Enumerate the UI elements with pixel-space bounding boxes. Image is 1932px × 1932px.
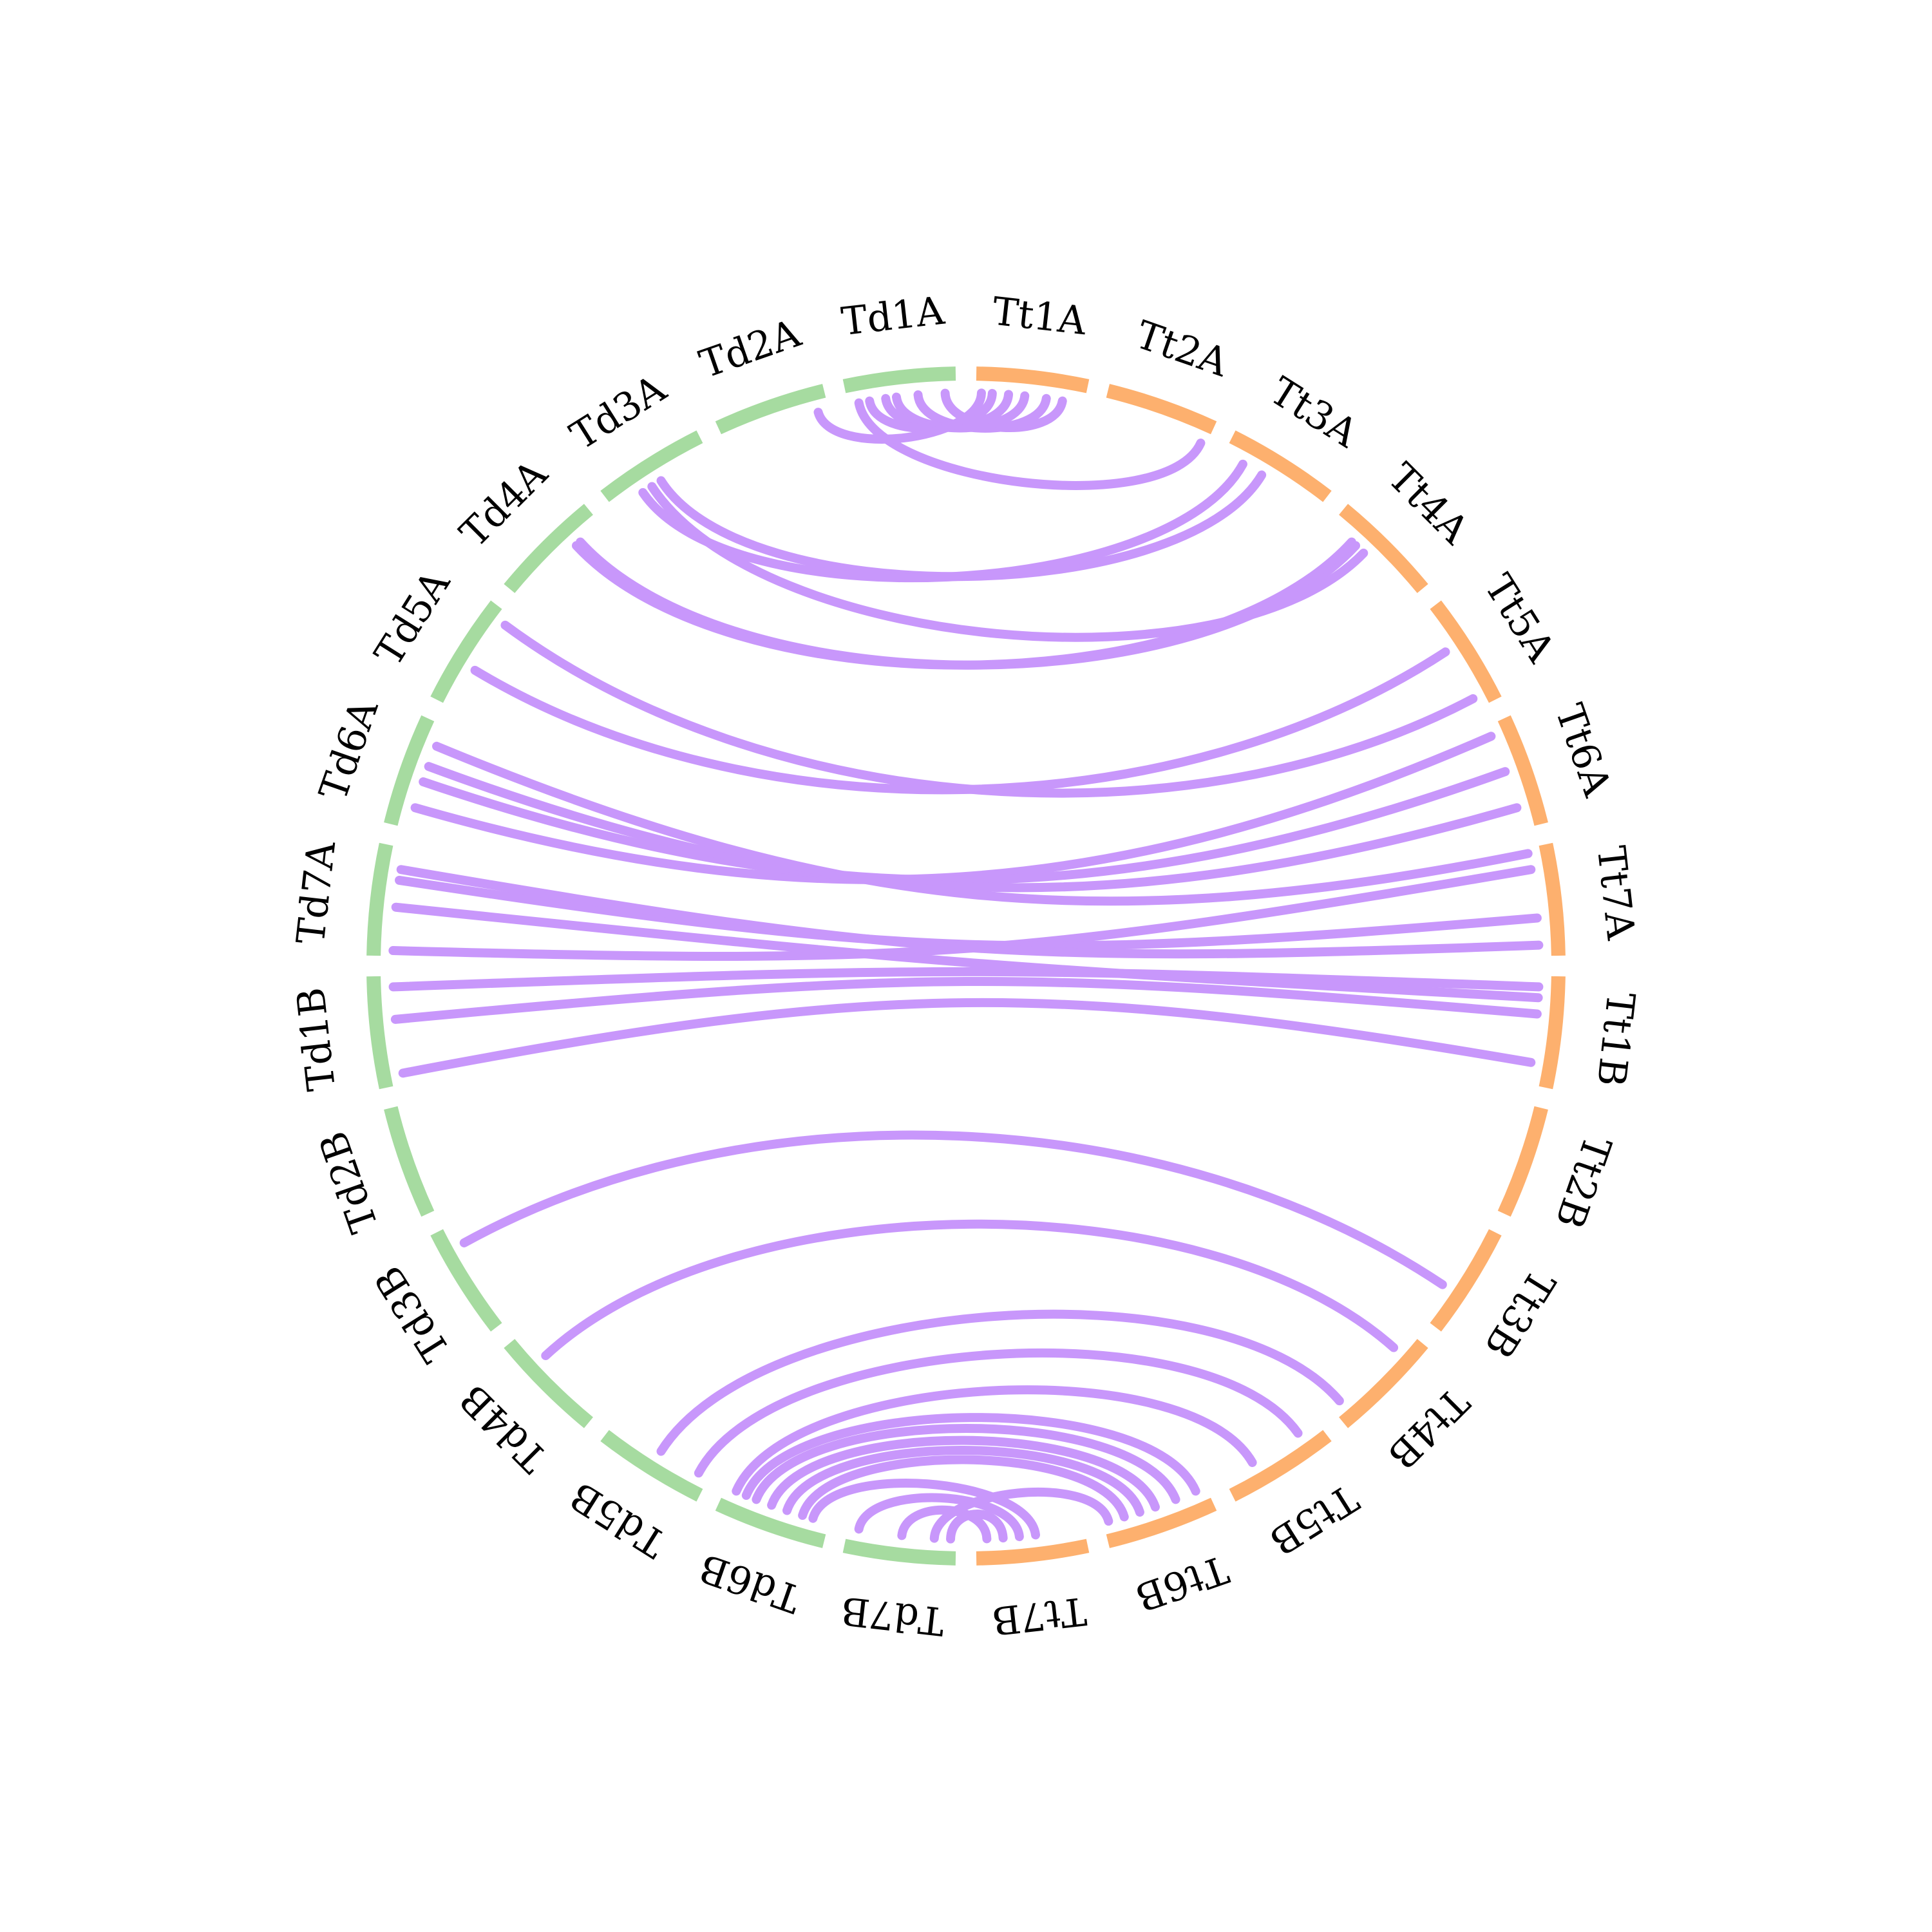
segment-arc-td2b: [384, 1106, 435, 1217]
segment-arc-tt7a: [1539, 842, 1566, 956]
link-td6b-tt7b: [808, 1479, 1041, 1540]
link-td6b-tt6b: [782, 1445, 1144, 1517]
link-td4b-tt4b: [541, 1219, 1399, 1361]
segment-arc-tt6a: [1497, 715, 1548, 826]
segment-arc-tt4a: [1339, 504, 1428, 593]
segment-label-tt3b: Tt3B: [1475, 1262, 1564, 1365]
segment-label-td1b: Td1B: [289, 985, 345, 1094]
link-td1b-tt1b: [398, 998, 1536, 1078]
link-td7a-tt7a: [396, 865, 1544, 959]
link-td3b-tt3b: [459, 1130, 1447, 1289]
link-td6a-tt6a: [424, 762, 1522, 893]
segment-label-tt6a: Tt6A: [1546, 698, 1620, 802]
link-td6b-tt6b: [767, 1435, 1160, 1512]
segment-label-td3b: Td3B: [366, 1258, 459, 1369]
segment-label-tt4a: Tt4A: [1379, 455, 1477, 553]
link-td6b-tt6b: [741, 1413, 1200, 1500]
segment-arc-td3a: [600, 430, 703, 502]
link-td6b-tt6b: [798, 1455, 1129, 1522]
link-td5b-tt5b: [694, 1348, 1303, 1478]
segment-arc-td3b: [430, 1229, 502, 1332]
link-td7a-tt1b: [391, 902, 1543, 1003]
segment-label-td5b: Td5B: [562, 1473, 674, 1566]
link-td7b-tt7b: [854, 1493, 1024, 1542]
segment-label-td4b: Td4B: [451, 1376, 556, 1481]
segment-arc-td7a: [366, 842, 393, 956]
segment-label-tt2a: Tt2A: [1130, 312, 1234, 386]
link-td7b-tt7b: [897, 1505, 992, 1544]
segment-arc-tt2a: [1106, 384, 1217, 435]
segment-label-tt7a: Tt7A: [1588, 844, 1643, 942]
segment-arc-tt3a: [1229, 430, 1332, 502]
links-layer: [388, 388, 1544, 1544]
segment-label-tt1a: Tt1A: [990, 289, 1088, 344]
segment-arc-tt5b: [1229, 1430, 1332, 1502]
segment-arc-td4a: [504, 504, 593, 593]
segment-arc-td7b: [842, 1539, 956, 1566]
segment-label-tt5a: Tt5A: [1475, 567, 1564, 670]
segment-arc-td5a: [430, 600, 502, 703]
segment-arc-td2a: [715, 384, 826, 435]
link-td5b-tt4b: [656, 1309, 1344, 1456]
link-td6a-tt6a: [419, 767, 1510, 885]
link-td7b-tt6b: [929, 1487, 1113, 1543]
segment-arc-tt6b: [1106, 1497, 1217, 1548]
segment-label-tt4b: Tt4B: [1379, 1379, 1477, 1477]
segment-label-td2a: Td2A: [694, 310, 807, 387]
segment-label-td1a: Td1A: [839, 289, 947, 345]
segment-label-tt7b: Tt7B: [990, 1588, 1088, 1643]
link-td5a-tt5a: [500, 620, 1478, 798]
segment-label-td6b: Td6B: [694, 1544, 806, 1621]
segment-arc-td5b: [600, 1430, 703, 1502]
segment-label-td7a: Td7A: [289, 838, 345, 946]
segment-arc-tt1a: [976, 366, 1090, 393]
segment-label-td6a: Td6A: [311, 694, 388, 806]
segment-arc-tt7b: [976, 1539, 1090, 1566]
segment-label-td5a: Td5A: [366, 562, 459, 674]
link-td1b-tt1b: [388, 967, 1544, 992]
segment-label-tt6b: Tt6B: [1130, 1546, 1234, 1620]
link-td6b-tt6b: [752, 1423, 1180, 1504]
link-td1b-tt1b: [390, 976, 1542, 1024]
link-td4a-tt4a: [571, 537, 1356, 670]
link-td6a-tt7a: [432, 741, 1533, 906]
segment-arc-td6b: [715, 1497, 826, 1548]
link-td4a-tt4a: [576, 537, 1361, 670]
link-td7b-tt7b: [946, 1510, 1008, 1544]
link-td5a-tt5a: [470, 647, 1450, 795]
link-td2a-tt1a: [813, 388, 986, 444]
segment-label-td2b: Td2B: [310, 1126, 387, 1238]
segment-arc-tt5a: [1430, 600, 1502, 703]
segment-label-tt3a: Tt3A: [1262, 368, 1366, 457]
link-td6b-tt5b: [732, 1385, 1257, 1496]
segment-arc-tt4b: [1339, 1339, 1428, 1428]
segment-label-tt2b: Tt2B: [1546, 1130, 1620, 1234]
segment-arc-tt2b: [1497, 1106, 1548, 1217]
segment-arc-td1b: [366, 976, 393, 1090]
segment-arc-td1a: [842, 366, 956, 393]
segment-label-td4a: Td4A: [451, 451, 556, 556]
segment-arc-td6a: [384, 715, 435, 826]
segment-arc-tt1b: [1539, 976, 1566, 1090]
segments-layer: [366, 366, 1566, 1566]
segment-label-td3a: Td3A: [563, 366, 674, 459]
segment-arc-tt3b: [1430, 1229, 1502, 1332]
segment-label-tt1b: Tt1B: [1588, 990, 1643, 1088]
segment-label-tt5b: Tt5B: [1262, 1475, 1365, 1564]
segment-label-td7b: Td7B: [839, 1587, 947, 1644]
segment-arc-td4b: [504, 1339, 593, 1428]
